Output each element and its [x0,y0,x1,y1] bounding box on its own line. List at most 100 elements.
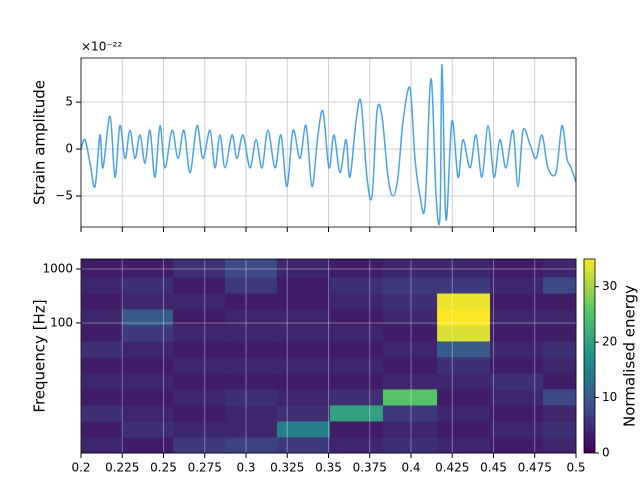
heatmap-cell [121,276,174,294]
heatmap-cell [173,404,226,422]
heatmap-cell [382,356,438,374]
heatmap-cell [225,276,278,294]
heatmap-cell [277,259,331,278]
heatmap-cell [225,293,278,310]
heatmap-cell [277,404,331,422]
heatmap-cell [329,388,384,406]
heatmap-cell [543,404,577,422]
heatmap-cell [329,404,384,422]
heatmap-cell [277,388,331,406]
heatmap-cell [543,372,577,390]
heatmap-cell [81,404,123,422]
heatmap-cell [81,340,123,358]
x-tick-label: 0.375 [353,461,387,475]
colorbar-label: Normalised energy [621,285,639,427]
heatmap-cell [329,340,384,358]
x-axis-label: Time [seconds] from 2015-09-14 09:50:45 … [88,479,568,480]
heatmap-cell [81,436,123,454]
x-tick-label: 0.5 [566,461,585,475]
heatmap-cell [225,420,278,438]
x-tick-label: 0.35 [315,461,342,475]
heatmap-cell [225,388,278,406]
offset-text: ×10⁻²² [81,40,122,54]
heatmap-cell [382,293,438,310]
heatmap-cell [490,420,544,438]
heatmap-cell [173,388,226,406]
heatmap-cell [225,308,278,326]
heatmap-cell [329,259,384,278]
heatmap-cell [437,276,491,294]
heatmap-cell [437,259,491,278]
heatmap-cell [277,340,331,358]
heatmap-cell [329,276,384,294]
heatmap-cell [437,404,491,422]
heatmap-cell [437,356,491,374]
heatmap-cell [543,324,577,342]
heatmap-cell [543,340,577,358]
heatmap-cell [225,324,278,342]
heatmap-cell [277,356,331,374]
heatmap-cell [173,420,226,438]
heatmap-cell [121,372,174,390]
heatmap-cell [382,308,438,326]
heatmap-cell [329,324,384,342]
heatmap-cell [173,259,226,278]
heatmap-cell [490,372,544,390]
heatmap-cell [543,388,577,406]
heatmap-cell [543,276,577,294]
y-tick-label: 0 [65,142,73,156]
heatmap-cell [329,372,384,390]
x-tick-label: 0.325 [270,461,304,475]
heatmap-cell [437,420,491,438]
heatmap-cell [382,276,438,294]
heatmap-cell [277,293,331,310]
heatmap-cell [490,356,544,374]
heatmap-cell [225,404,278,422]
heatmap-cell [382,404,438,422]
heatmap-cell [543,308,577,326]
colorbar-tick-label: 20 [602,335,617,349]
x-tick-label: 0.25 [150,461,177,475]
y-tick-label: 1000 [42,261,73,275]
heatmap-cell [173,324,226,342]
x-tick-label: 0.275 [188,461,222,475]
heatmap-cell [437,388,491,406]
heatmap-cell [543,436,577,454]
heatmap-cell [81,259,123,278]
heatmap-cell [173,356,226,374]
heatmap-cell [121,293,174,310]
heatmap-cell [121,388,174,406]
heatmap-cell [490,404,544,422]
heatmap-cell [81,293,123,310]
heatmap-cell [382,259,438,278]
heatmap-cell [277,276,331,294]
heatmap-cell [81,324,123,342]
heatmap-cell [277,308,331,326]
heatmap-cell [121,356,174,374]
heatmap-cell [490,324,544,342]
heatmap-cell [382,340,438,358]
heatmap-cell [490,436,544,454]
heatmap-cell [81,388,123,406]
heatmap-cell [490,293,544,310]
colorbar-tick-label: 30 [602,279,617,293]
heatmap-cell [277,436,331,454]
y-tick-label: 5 [65,95,73,109]
heatmap-cell [81,276,123,294]
y-tick-label: 100 [50,315,73,329]
heatmap-cell [382,436,438,454]
x-tick-label: 0.475 [518,461,552,475]
heatmap-cell [543,293,577,310]
x-tick-label: 0.45 [480,461,507,475]
heatmap-cell [382,388,438,406]
x-tick-label: 0.2 [71,461,90,475]
heatmap-cell [382,420,438,438]
heatmap-cell [490,259,544,278]
x-tick-label: 0.225 [105,461,139,475]
colorbar [583,258,596,454]
heatmap-cell [81,308,123,326]
heatmap-cell [81,356,123,374]
heatmap-cell [490,388,544,406]
heatmap-cell [437,340,491,358]
